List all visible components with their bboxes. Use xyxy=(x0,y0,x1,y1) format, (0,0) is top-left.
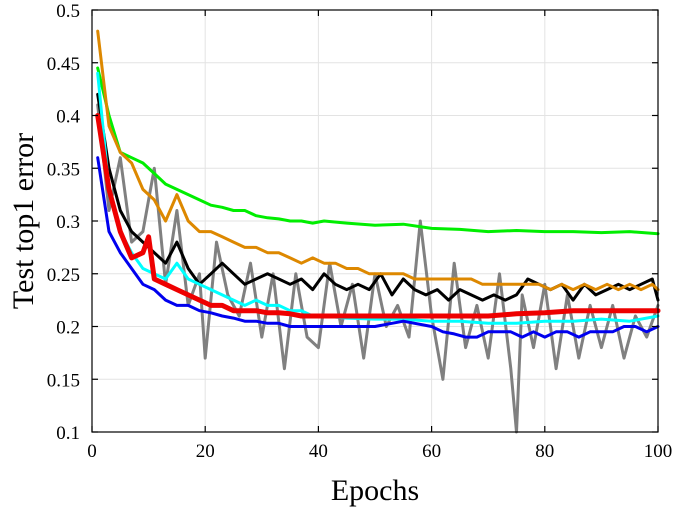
y-tick-label: 0.2 xyxy=(56,318,80,339)
y-tick-label: 0.3 xyxy=(56,212,80,233)
y-tick-label: 0.5 xyxy=(56,1,80,22)
y-tick-label: 0.45 xyxy=(47,54,80,75)
x-tick-label: 40 xyxy=(309,441,328,462)
ticks: 0 20 40 60 80 100 0.1 0.15 0.2 0.25 0.3 0.35 0.4 0.45… xyxy=(47,1,673,462)
x-tick-label: 0 xyxy=(87,441,97,462)
y-axis-title: Test top1 error xyxy=(7,133,40,309)
series-line-2 xyxy=(96,66,660,236)
x-tick-label: 20 xyxy=(196,441,215,462)
series-line-6 xyxy=(96,156,660,339)
series-line-5 xyxy=(96,71,660,325)
series-line-4 xyxy=(96,29,660,292)
y-tick-label: 0.25 xyxy=(47,265,80,286)
y-tick-label: 0.15 xyxy=(47,370,80,391)
y-tick-label: 0.4 xyxy=(56,107,80,128)
x-tick-label: 100 xyxy=(644,441,673,462)
series-line-7 xyxy=(95,113,661,319)
series-layer xyxy=(95,29,661,434)
x-tick-label: 60 xyxy=(422,441,441,462)
y-tick-label: 0.1 xyxy=(56,423,80,444)
y-tick-label: 0.35 xyxy=(47,159,80,180)
x-axis-title: Epochs xyxy=(331,474,419,507)
x-tick-label: 80 xyxy=(535,441,554,462)
